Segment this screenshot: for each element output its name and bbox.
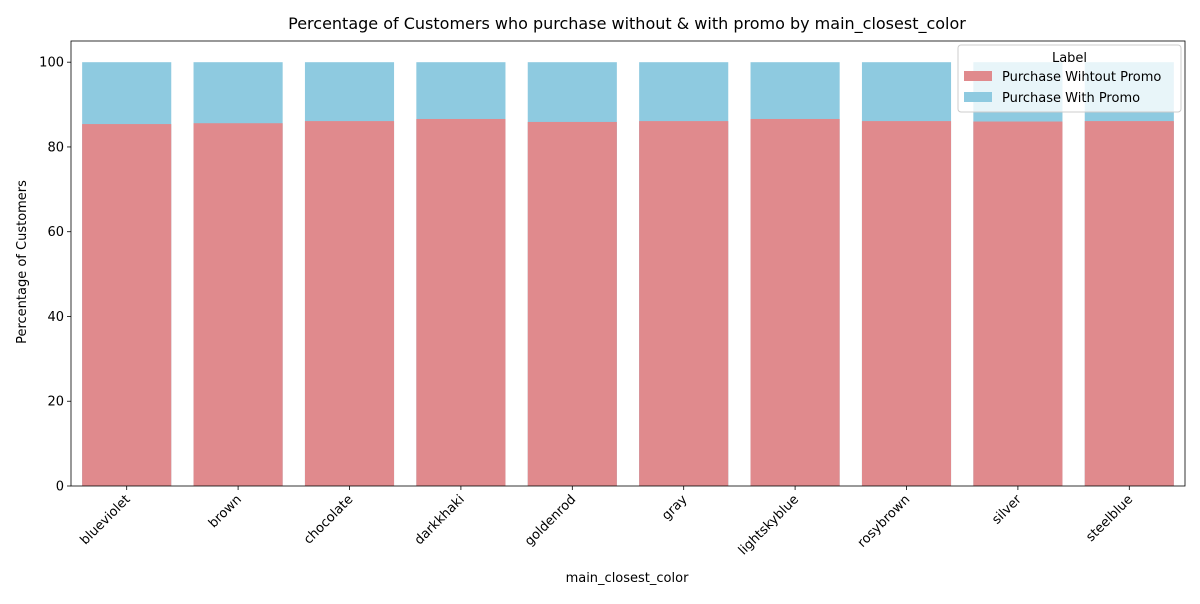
y-tick-label: 20 — [47, 395, 64, 410]
y-tick-label: 100 — [39, 56, 64, 71]
bar-without-promo-gray — [639, 121, 729, 486]
x-tick-label: chocolate — [301, 492, 356, 547]
x-tick-label: darkkhaki — [412, 492, 468, 548]
bar-without-promo-steelblue — [1084, 121, 1174, 486]
x-tick-label: silver — [989, 492, 1025, 528]
y-axis-label: Percentage of Customers — [15, 180, 30, 344]
x-tick-label: goldenrod — [522, 492, 579, 549]
y-tick-label: 40 — [47, 310, 64, 325]
legend-swatch — [964, 71, 992, 81]
legend-entry-label: Purchase Wihtout Promo — [1002, 70, 1161, 85]
x-axis-label: main_closest_color — [566, 571, 690, 586]
bar-without-promo-brown — [193, 123, 283, 486]
legend-swatch — [964, 92, 992, 102]
plot-area — [70, 40, 1186, 487]
chart-title: Percentage of Customers who purchase wit… — [288, 14, 966, 34]
x-tick-label: rosybrown — [855, 492, 913, 550]
x-tick-label: brown — [206, 492, 245, 531]
plot-frame — [70, 40, 1186, 487]
bar-without-promo-blueviolet — [82, 124, 172, 487]
bar-without-promo-goldenrod — [527, 121, 617, 486]
x-tick-label: gray — [659, 492, 691, 524]
x-tick-label: blueviolet — [78, 492, 134, 548]
bar-without-promo-chocolate — [304, 121, 395, 486]
legend-title: Label — [1052, 51, 1087, 66]
x-axis: blueviolet brown chocolate darkkhaki goldenr… — [78, 486, 1136, 558]
bar-without-promo-rosybrown — [861, 121, 952, 486]
legend-entry-label: Purchase With Promo — [1002, 91, 1140, 106]
y-tick-label: 0 — [56, 480, 64, 495]
bar-without-promo-darkkhaki — [416, 118, 506, 486]
legend: Label Purchase Wihtout Promo Purchase With… — [957, 44, 1182, 113]
bar-without-promo-silver — [973, 121, 1063, 487]
y-axis: 0 20 40 60 80 100 — [39, 56, 71, 495]
legend-frame — [957, 44, 1182, 113]
x-tick-label: lightskyblue — [736, 492, 802, 558]
bar-without-promo-lightskyblue — [750, 118, 840, 486]
x-tick-label: steelblue — [1083, 492, 1136, 545]
y-tick-label: 60 — [47, 225, 64, 240]
y-tick-label: 80 — [47, 140, 64, 155]
